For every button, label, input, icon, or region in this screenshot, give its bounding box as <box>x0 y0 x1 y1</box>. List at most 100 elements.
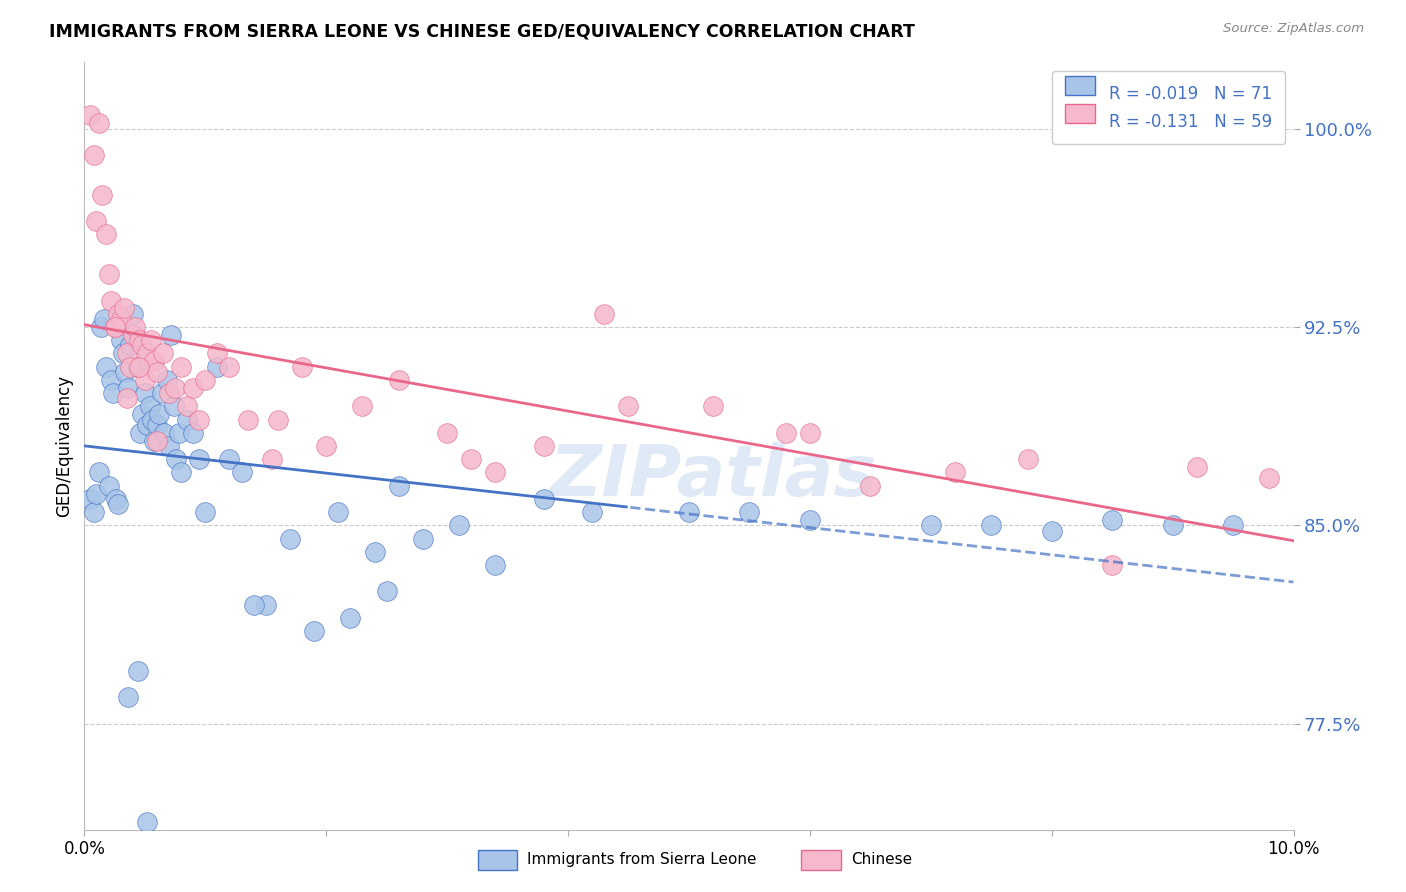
Point <box>1040 524 1063 538</box>
Point <box>388 373 411 387</box>
Point <box>738 505 761 519</box>
Point <box>388 478 411 492</box>
Point <box>170 359 193 374</box>
Point <box>114 365 136 379</box>
Point <box>146 417 169 432</box>
Text: Source: ZipAtlas.com: Source: ZipAtlas.com <box>1223 22 1364 36</box>
Point <box>104 320 127 334</box>
Point <box>115 392 138 406</box>
Point <box>315 439 337 453</box>
Point <box>124 327 146 342</box>
Point <box>153 425 176 440</box>
Point <box>165 452 187 467</box>
Point <box>124 320 146 334</box>
Point <box>86 486 108 500</box>
Point <box>87 466 110 480</box>
Point <box>117 690 139 705</box>
Point <box>112 346 135 360</box>
Point <box>176 412 198 426</box>
Point <box>412 532 434 546</box>
Point <box>128 333 150 347</box>
Point <box>242 598 264 612</box>
Point <box>352 400 374 414</box>
Point <box>799 425 821 440</box>
Point <box>278 532 301 546</box>
Point <box>146 365 169 379</box>
Point <box>533 439 555 453</box>
Point <box>104 491 127 506</box>
Point <box>121 307 143 321</box>
Point <box>236 412 259 426</box>
Point <box>141 412 163 426</box>
Point <box>167 425 190 440</box>
Point <box>617 400 640 414</box>
Point <box>100 293 122 308</box>
Point <box>218 359 240 374</box>
Point <box>484 558 506 572</box>
Point <box>980 518 1002 533</box>
Point <box>302 624 325 639</box>
Point <box>1017 452 1039 467</box>
Point <box>375 584 398 599</box>
Point <box>260 452 283 467</box>
Point <box>86 214 108 228</box>
Point <box>139 333 162 347</box>
Point <box>160 327 183 342</box>
Point <box>207 346 229 360</box>
Point <box>104 320 127 334</box>
Point <box>143 354 166 368</box>
Point <box>127 664 149 678</box>
Point <box>121 327 143 342</box>
Point <box>97 267 120 281</box>
Point <box>136 814 159 829</box>
Point <box>436 425 458 440</box>
Point <box>152 346 174 360</box>
Point <box>181 381 204 395</box>
Point <box>134 373 156 387</box>
Y-axis label: GED/Equivalency: GED/Equivalency <box>55 375 73 517</box>
Point <box>231 466 253 480</box>
Point <box>702 400 724 414</box>
Point <box>254 598 277 612</box>
Point <box>267 412 290 426</box>
Point <box>120 338 142 352</box>
Point <box>91 187 114 202</box>
Point <box>1258 471 1281 485</box>
Point <box>581 505 603 519</box>
Point <box>129 425 152 440</box>
Point <box>181 425 204 440</box>
Point <box>148 407 170 421</box>
Point <box>157 386 180 401</box>
Point <box>136 346 159 360</box>
Point <box>339 611 361 625</box>
Point <box>100 373 122 387</box>
Point <box>110 312 132 326</box>
Point <box>127 359 149 374</box>
Point <box>79 108 101 122</box>
Point <box>170 466 193 480</box>
Point <box>107 307 129 321</box>
Point <box>143 434 166 448</box>
Point <box>165 381 187 395</box>
Point <box>107 497 129 511</box>
Point <box>128 359 150 374</box>
Point <box>194 373 217 387</box>
Point <box>103 386 125 401</box>
Point <box>79 491 101 506</box>
Text: ZIPatlas: ZIPatlas <box>550 442 877 511</box>
Point <box>291 359 314 374</box>
Point <box>120 359 142 374</box>
Point <box>110 333 132 347</box>
Point <box>117 381 139 395</box>
Point <box>1101 513 1123 527</box>
Point <box>83 148 105 162</box>
Point <box>194 505 217 519</box>
Point <box>328 505 350 519</box>
Point <box>943 466 966 480</box>
Point <box>138 400 160 414</box>
Point <box>920 518 942 533</box>
Point <box>83 505 105 519</box>
Point <box>449 518 471 533</box>
Point <box>460 452 482 467</box>
Point <box>533 491 555 506</box>
